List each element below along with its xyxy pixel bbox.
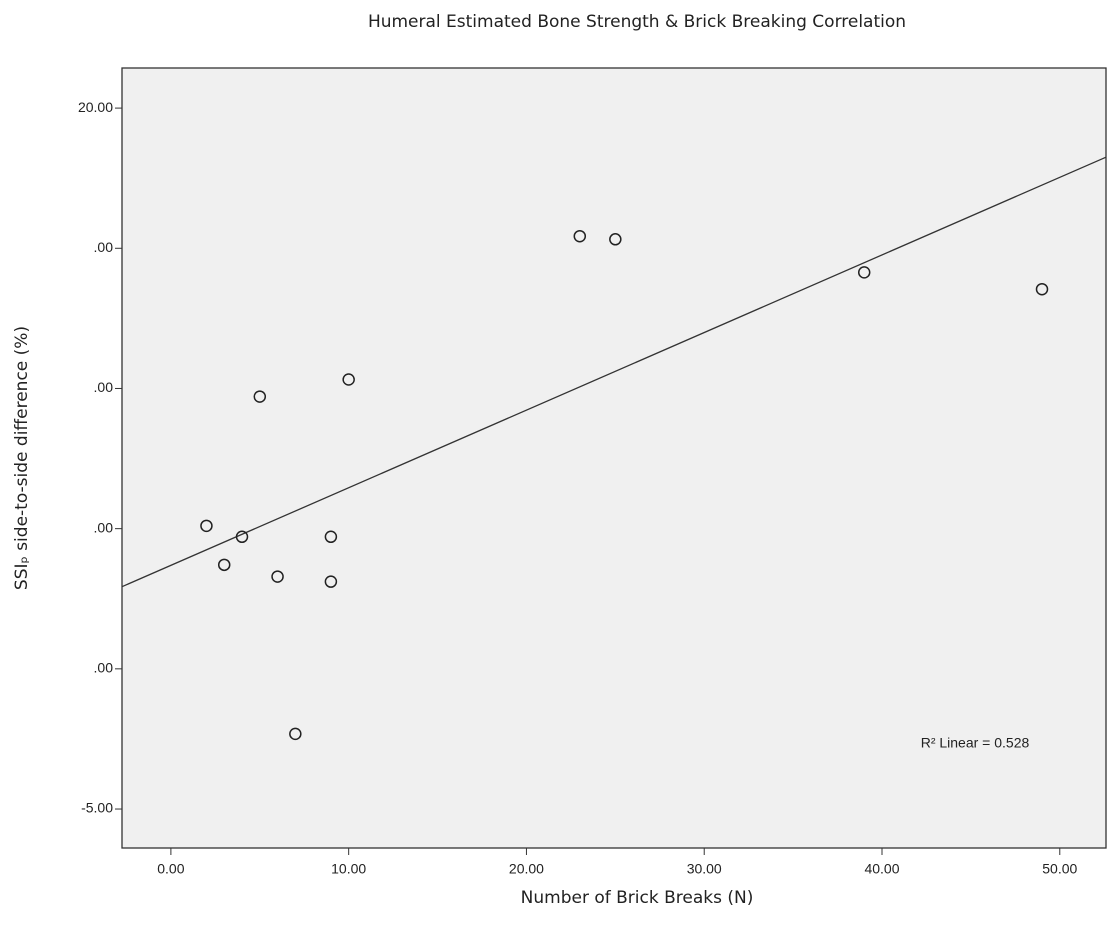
- x-tick-label: 50.00: [1042, 861, 1077, 877]
- y-tick-label: 20.00: [78, 99, 113, 115]
- fit-line: [121, 156, 1107, 588]
- point: [609, 233, 622, 246]
- y-tick-label: -5.00: [81, 800, 113, 816]
- x-tick-label: 30.00: [687, 861, 722, 877]
- annotation: R² Linear = 0.528: [921, 735, 1030, 751]
- plot-area: [121, 67, 1107, 849]
- y-tick-label: .00: [94, 660, 114, 676]
- chart-title: Humeral Estimated Bone Strength & Brick …: [368, 12, 906, 32]
- point: [235, 530, 249, 544]
- y-tick-label: .00: [94, 239, 114, 255]
- point: [200, 519, 213, 533]
- x-tick-label: 20.00: [509, 861, 544, 877]
- x-tick-label: 40.00: [864, 861, 899, 877]
- y-tick-label: .00: [94, 379, 114, 395]
- point: [324, 575, 338, 588]
- point: [217, 558, 231, 572]
- point: [253, 390, 267, 403]
- x-tick-label: 10.00: [331, 861, 366, 877]
- x-axis-label: Number of Brick Breaks (N): [521, 888, 754, 908]
- point: [289, 727, 302, 741]
- point: [342, 373, 355, 386]
- point: [324, 530, 338, 544]
- y-tick-label: .00: [94, 519, 114, 535]
- x-tick-label: 0.00: [157, 861, 184, 877]
- point: [1035, 282, 1049, 296]
- point: [857, 266, 871, 279]
- point: [271, 570, 284, 583]
- y-axis-label: SSIₚ side-to-side difference (%): [12, 326, 32, 590]
- point: [573, 229, 587, 243]
